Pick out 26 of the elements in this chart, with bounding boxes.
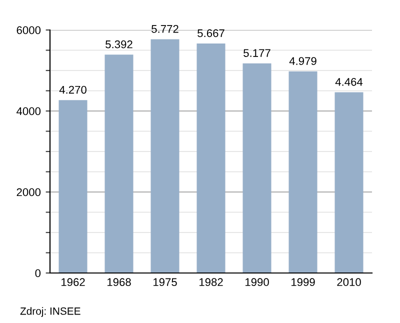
data-label: 5.392: [106, 40, 132, 48]
x-tick-label: 1968: [107, 278, 131, 286]
y-tick-label: 4000: [16, 107, 41, 116]
bar: [150, 39, 180, 273]
y-tick-label: 2000: [16, 188, 41, 196]
text: Zdroj: INSEE: [20, 307, 80, 317]
bar: [242, 63, 272, 273]
y-tick-label: 0: [35, 269, 41, 278]
x-tick-label: 1999: [291, 278, 315, 286]
bar: [104, 54, 134, 273]
x-tick-label: 1982: [199, 278, 223, 286]
data-label: 4.979: [289, 57, 316, 65]
x-tick-label: 1962: [61, 278, 85, 286]
x-tick-label: 1975: [153, 278, 177, 286]
x-tick-label: 1990: [245, 278, 269, 286]
bar: [196, 43, 226, 273]
data-label: 5.772: [152, 25, 178, 33]
bar: [58, 100, 88, 273]
data-label: 4.270: [59, 86, 86, 94]
y-tick-label: 6000: [16, 26, 41, 34]
data-label: 4.464: [335, 78, 363, 86]
data-label: 5.177: [244, 49, 270, 57]
bar: [288, 71, 318, 273]
x-tick-label: 2010: [337, 278, 361, 286]
data-label: 5.667: [198, 29, 224, 38]
bar: [334, 92, 364, 273]
